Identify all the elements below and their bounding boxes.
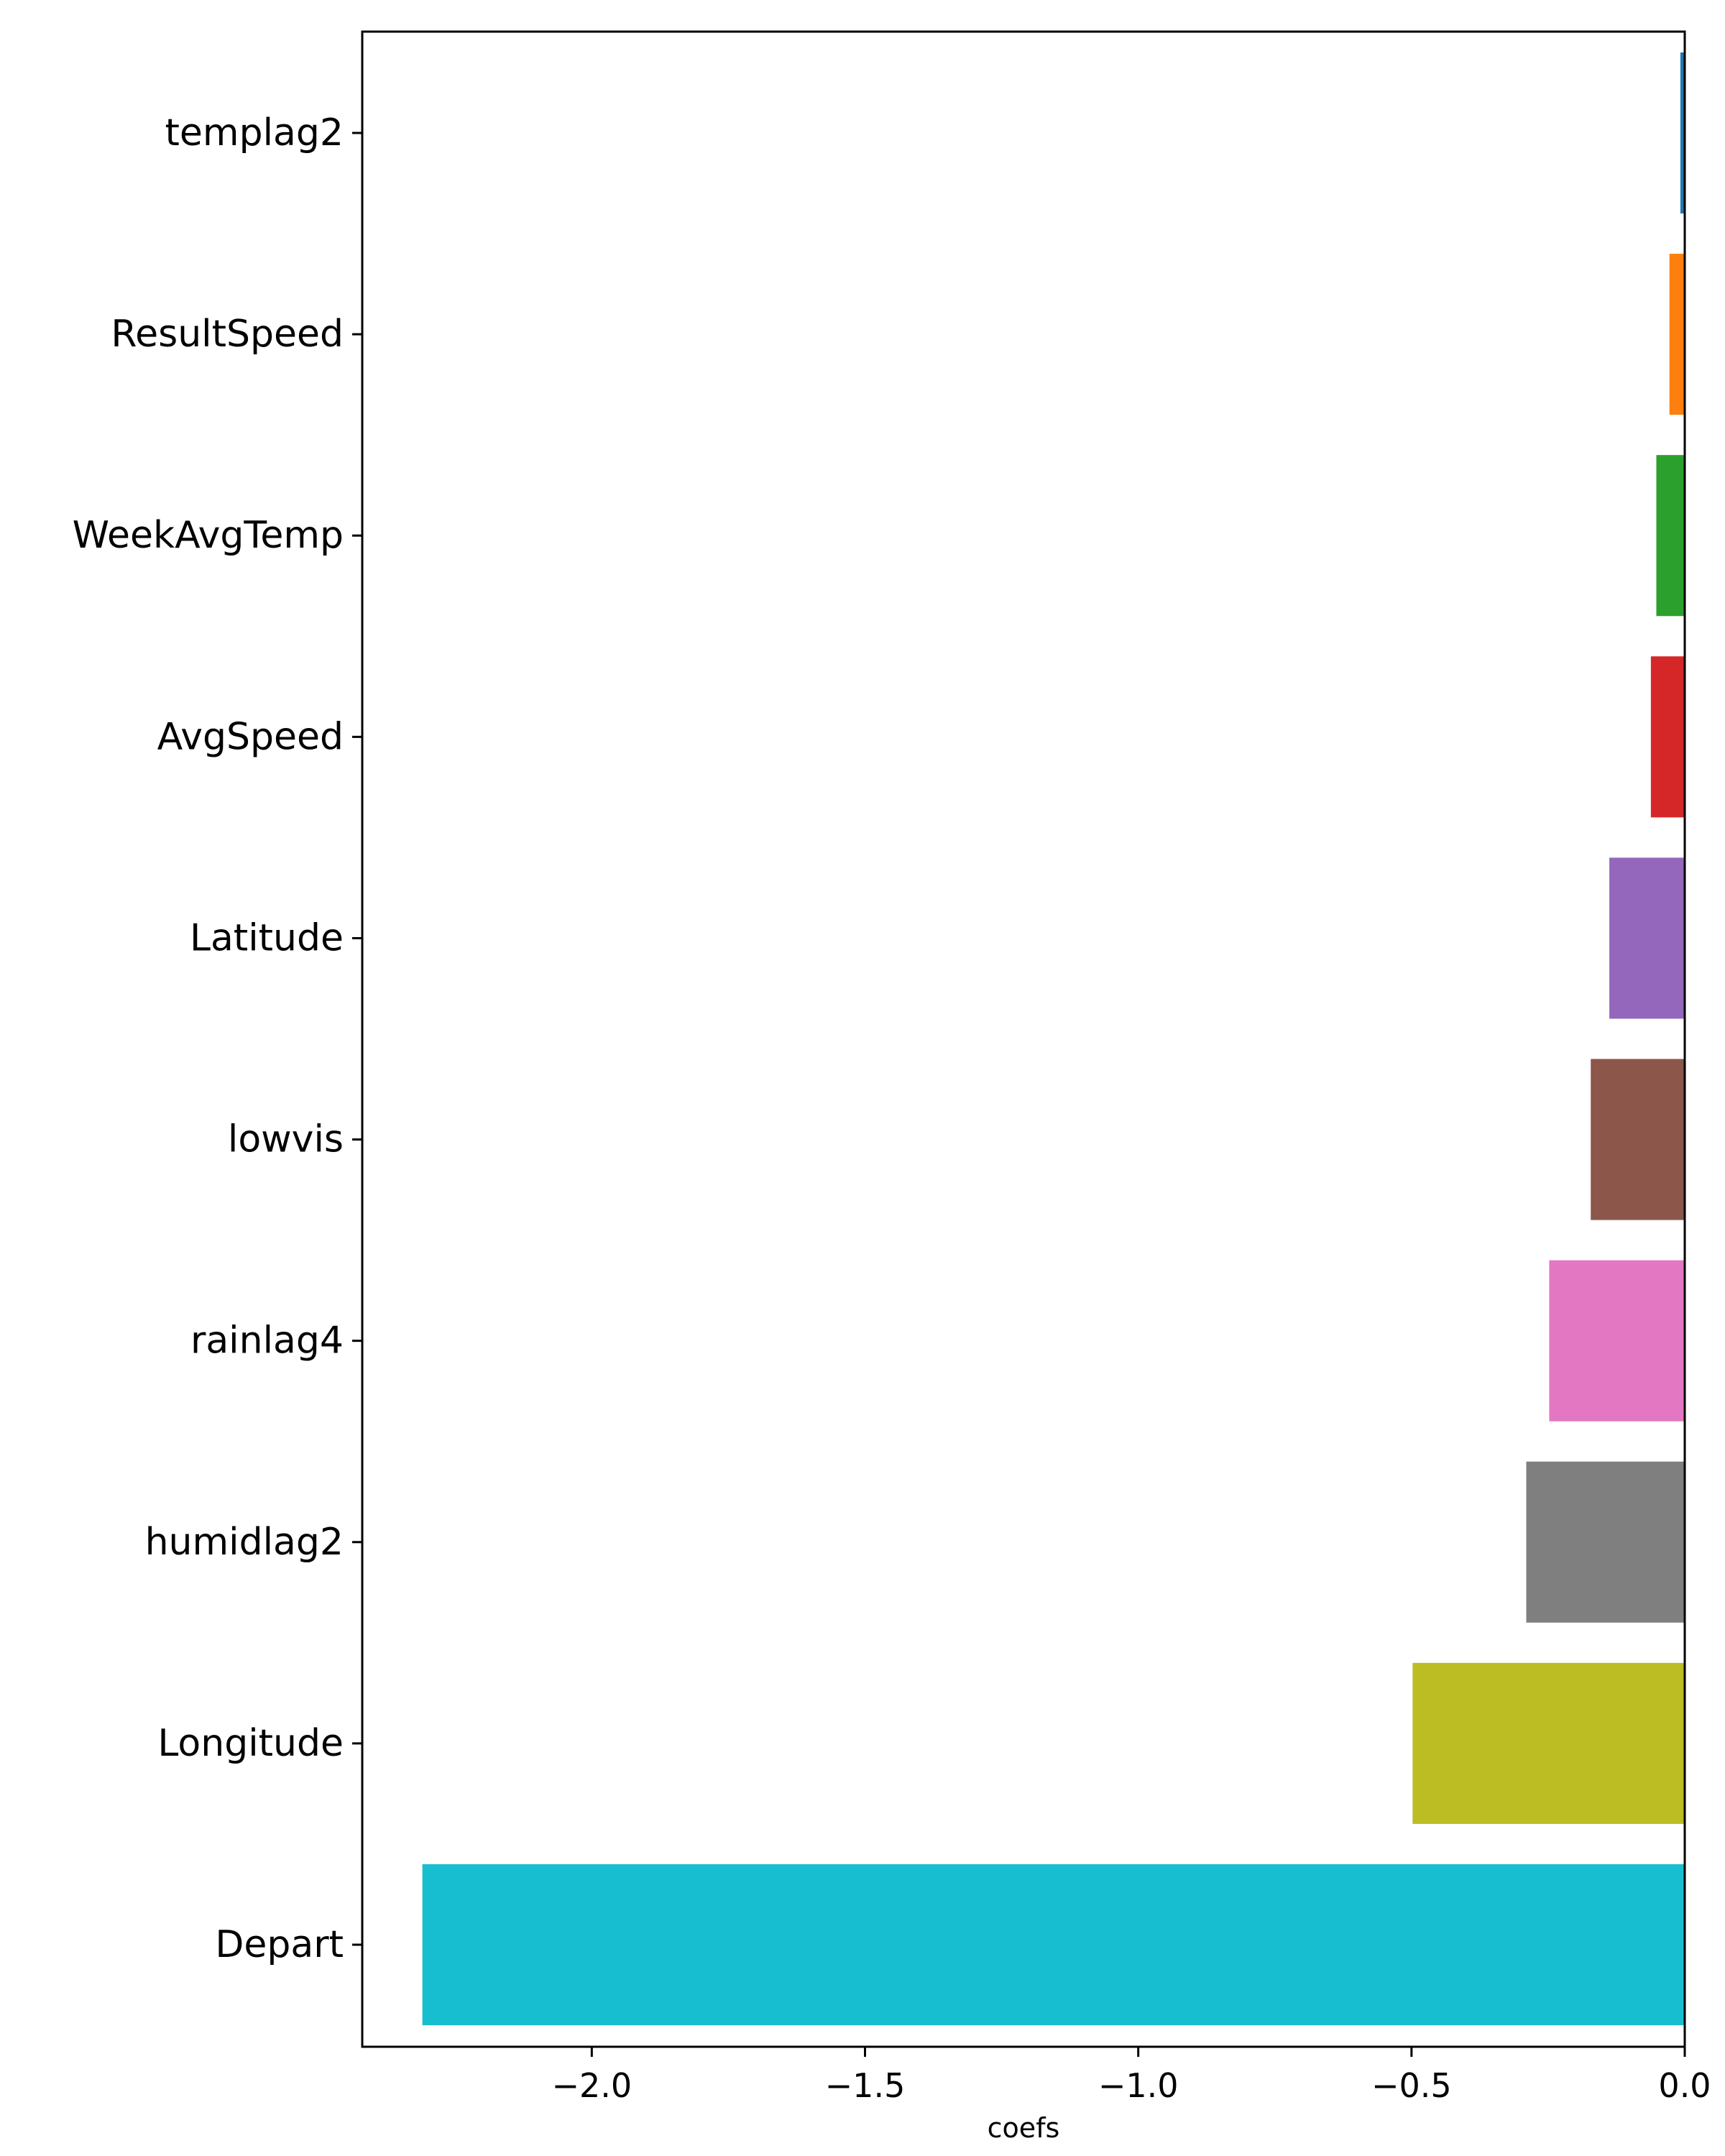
- y-tick-label: Depart: [215, 1923, 344, 1966]
- bar-ResultSpeed: [1669, 254, 1685, 415]
- y-tick-label: humidlag2: [145, 1521, 344, 1564]
- bar-Longitude: [1412, 1662, 1685, 1824]
- x-tick-label: −0.5: [1371, 2066, 1452, 2105]
- y-tick-label: lowvis: [228, 1118, 344, 1161]
- y-tick-label: AvgSpeed: [157, 715, 344, 758]
- y-tick-label: templag2: [165, 111, 344, 155]
- x-tick-label: −1.0: [1098, 2066, 1179, 2105]
- plot-frame: [361, 30, 1686, 2048]
- y-axis-ticks: templag2 ResultSpeed WeekAvgTemp AvgSpeed La…: [73, 111, 362, 1966]
- x-tick-label: 0.0: [1658, 2066, 1711, 2105]
- x-axis-label: coefs: [988, 2112, 1060, 2144]
- y-tick-label: Latitude: [190, 916, 344, 959]
- bar-lowvis: [1591, 1059, 1685, 1220]
- bar-humidlag2: [1526, 1461, 1685, 1623]
- bar-Latitude: [1609, 857, 1685, 1019]
- y-tick-label: WeekAvgTemp: [73, 514, 344, 557]
- x-axis-ticks: −2.0 −1.5 −1.0 −0.5 0.0: [551, 2047, 1711, 2105]
- x-tick-label: −1.5: [825, 2066, 906, 2105]
- y-tick-label: rainlag4: [190, 1319, 344, 1363]
- bar-rainlag4: [1549, 1260, 1685, 1422]
- bar-WeekAvgTemp: [1656, 455, 1685, 617]
- x-tick-label: −2.0: [551, 2066, 632, 2105]
- bar-templag2: [1680, 52, 1685, 214]
- bar-AvgSpeed: [1650, 656, 1685, 818]
- bars-group: [422, 52, 1685, 2026]
- bar-Depart: [422, 1864, 1685, 2026]
- y-tick-label: ResultSpeed: [111, 313, 344, 356]
- y-tick-label: Longitude: [157, 1722, 344, 1765]
